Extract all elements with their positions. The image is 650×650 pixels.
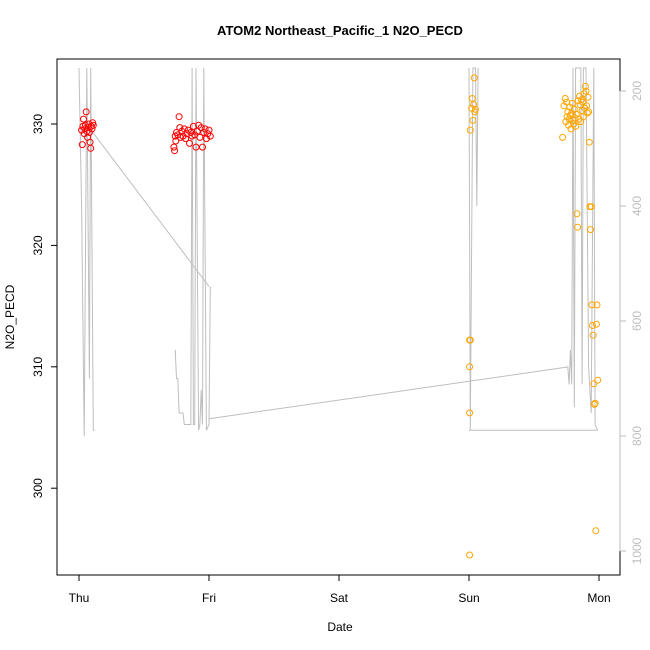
left-tick-label: 300 bbox=[31, 478, 45, 498]
chart-title: ATOM2 Northeast_Pacific_1 N2O_PECD bbox=[217, 23, 463, 38]
data-point bbox=[585, 108, 593, 116]
data-point bbox=[573, 210, 581, 218]
data-point bbox=[170, 143, 178, 151]
data-point bbox=[587, 203, 595, 211]
data-point bbox=[87, 144, 95, 152]
data-point bbox=[186, 139, 193, 147]
left-tick-label: 310 bbox=[31, 356, 45, 376]
points-layer bbox=[78, 74, 602, 559]
data-point bbox=[466, 363, 474, 371]
data-point bbox=[571, 114, 579, 122]
right-tick-label: 800 bbox=[630, 426, 644, 446]
data-point bbox=[561, 95, 569, 102]
data-point bbox=[589, 322, 596, 329]
right-tick-label: 600 bbox=[630, 311, 644, 331]
data-point bbox=[574, 223, 581, 231]
data-point bbox=[585, 138, 593, 146]
data-point bbox=[579, 98, 587, 106]
data-point bbox=[466, 551, 474, 559]
data-point bbox=[466, 126, 474, 134]
data-point bbox=[588, 301, 596, 309]
right-tick-label: 400 bbox=[630, 196, 644, 216]
y-axis-label: N2O_PECD bbox=[3, 284, 17, 349]
bottom-tick-label: Sun bbox=[458, 591, 479, 605]
data-point bbox=[470, 74, 478, 82]
data-point bbox=[189, 122, 197, 130]
bottom-tick-label: Mon bbox=[587, 591, 610, 605]
data-point bbox=[572, 122, 580, 130]
data-point bbox=[176, 124, 184, 132]
data-point bbox=[584, 93, 592, 101]
data-point bbox=[172, 137, 180, 145]
left-tick-label: 320 bbox=[31, 235, 45, 255]
data-point bbox=[568, 99, 576, 107]
plot-area bbox=[56, 58, 621, 576]
data-point bbox=[583, 102, 591, 110]
data-point bbox=[589, 331, 597, 339]
data-point bbox=[582, 87, 590, 95]
trace-line-2 bbox=[174, 67, 211, 431]
data-point bbox=[205, 126, 213, 134]
data-point bbox=[590, 380, 598, 388]
data-point bbox=[199, 143, 206, 151]
trace-line-0 bbox=[78, 67, 95, 437]
bottom-tick-label: Fri bbox=[202, 591, 216, 605]
data-point bbox=[574, 97, 582, 105]
data-point bbox=[590, 400, 598, 408]
data-point bbox=[171, 147, 179, 155]
data-point bbox=[206, 132, 214, 140]
data-point bbox=[593, 301, 601, 309]
data-point bbox=[175, 113, 183, 121]
trace-line-1 bbox=[91, 130, 210, 287]
data-point bbox=[466, 336, 474, 344]
data-point bbox=[472, 105, 479, 113]
right-tick-label: 200 bbox=[630, 81, 644, 101]
data-point bbox=[182, 135, 190, 143]
trace-layer bbox=[78, 67, 599, 437]
left-axis: 300 310 320 330 bbox=[31, 114, 58, 498]
x-axis-label: Date bbox=[327, 620, 353, 634]
data-point bbox=[583, 109, 591, 117]
data-point bbox=[591, 399, 599, 407]
bottom-tick-label: Thu bbox=[69, 591, 90, 605]
data-point bbox=[470, 101, 478, 109]
data-point bbox=[466, 409, 474, 417]
data-point bbox=[594, 376, 602, 384]
data-point bbox=[469, 116, 477, 124]
right-tick-label: 1000 bbox=[630, 537, 644, 564]
data-point bbox=[592, 527, 600, 535]
data-point bbox=[196, 133, 204, 141]
data-point bbox=[581, 82, 589, 90]
data-point bbox=[78, 141, 86, 149]
data-point bbox=[89, 121, 97, 129]
data-point bbox=[579, 113, 587, 121]
trace-line-extra-2 bbox=[208, 67, 599, 431]
left-tick-label: 330 bbox=[31, 114, 45, 134]
bottom-axis: Thu Fri Sat Sun Mon bbox=[69, 574, 611, 605]
data-point bbox=[80, 115, 87, 123]
right-axis: 200 400 600 800 1000 bbox=[619, 81, 644, 564]
data-point bbox=[587, 226, 594, 234]
data-point bbox=[559, 133, 567, 141]
bottom-tick-label: Sat bbox=[330, 591, 349, 605]
data-point bbox=[592, 320, 600, 328]
data-point bbox=[82, 108, 90, 116]
